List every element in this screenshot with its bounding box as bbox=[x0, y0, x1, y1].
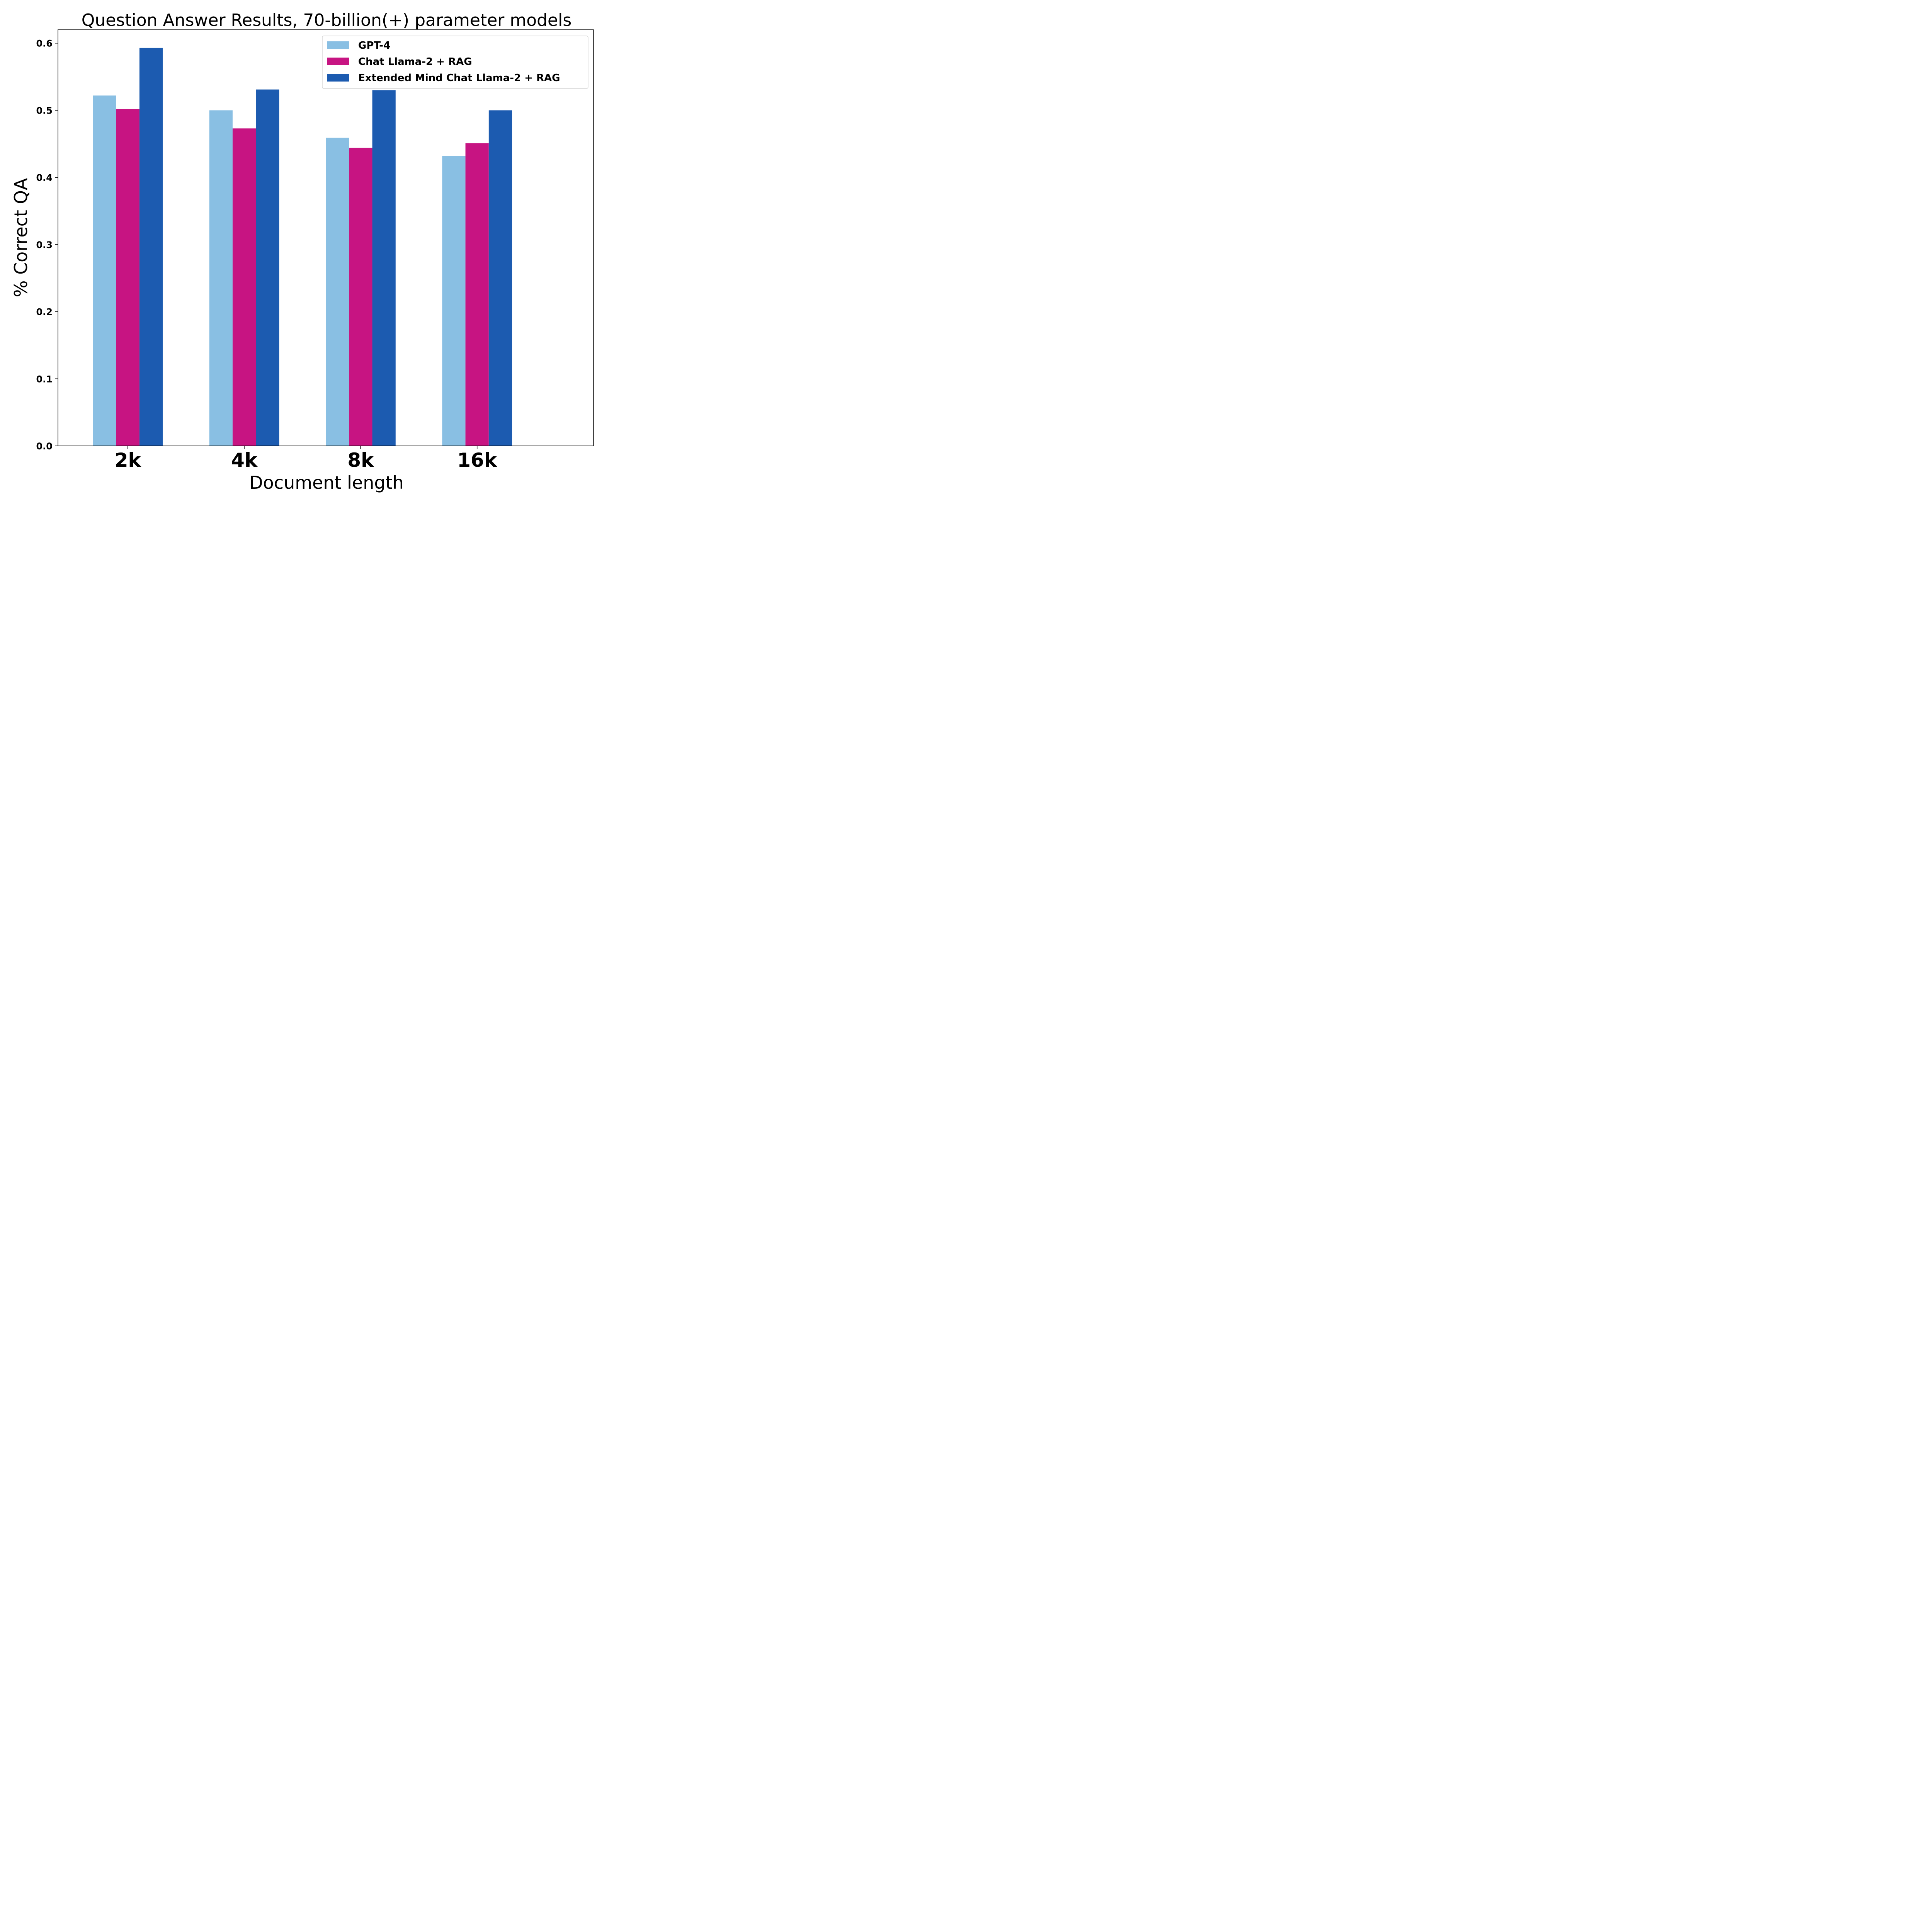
x-tick-label: 4k bbox=[231, 449, 258, 471]
legend-label: GPT-4 bbox=[358, 40, 390, 51]
legend-swatch bbox=[327, 74, 349, 82]
x-axis-label: Document length bbox=[249, 472, 404, 493]
y-tick-label: 0.1 bbox=[36, 374, 53, 384]
bar-chat-llama-2-rag-16k bbox=[465, 143, 489, 446]
bar-extended-mind-chat-llama-2-rag-4k bbox=[256, 89, 279, 446]
legend-label: Chat Llama-2 + RAG bbox=[358, 56, 472, 68]
bar-chart: Question Answer Results, 70-billion(+) p… bbox=[10, 10, 594, 493]
bar-chat-llama-2-rag-8k bbox=[349, 148, 372, 446]
y-tick-label: 0.3 bbox=[36, 240, 53, 250]
y-tick-label: 0.5 bbox=[36, 105, 53, 116]
legend: GPT-4 Chat Llama-2 + RAG Extended Mind Cha… bbox=[322, 36, 588, 89]
bar-gpt-4-16k bbox=[442, 156, 466, 446]
bar-gpt-4-2k bbox=[93, 95, 116, 446]
x-tick-label: 16k bbox=[457, 449, 498, 471]
bar-extended-mind-chat-llama-2-rag-16k bbox=[488, 110, 512, 446]
y-tick-label: 0.4 bbox=[36, 172, 53, 183]
legend-swatch bbox=[327, 41, 349, 49]
y-tick-label: 0.6 bbox=[36, 38, 53, 49]
bar-extended-mind-chat-llama-2-rag-8k bbox=[372, 90, 396, 446]
x-tick-label: 2k bbox=[115, 449, 142, 471]
plot-frame bbox=[58, 29, 594, 446]
bar-gpt-4-8k bbox=[326, 138, 349, 446]
bar-chat-llama-2-rag-2k bbox=[116, 109, 139, 446]
chart-title: Question Answer Results, 70-billion(+) p… bbox=[82, 10, 572, 30]
chart-container: Question Answer Results, 70-billion(+) p… bbox=[0, 0, 605, 504]
bar-extended-mind-chat-llama-2-rag-2k bbox=[139, 48, 163, 446]
y-tick-label: 0.2 bbox=[36, 307, 53, 318]
y-axis-label: % Correct QA bbox=[10, 178, 31, 297]
bar-chat-llama-2-rag-4k bbox=[232, 128, 256, 446]
plot-area: 0.0 0.1 0.2 0.3 0.4 0.5 0.6 2k 4k 8k 16k bbox=[36, 29, 594, 471]
y-tick-label: 0.0 bbox=[36, 441, 53, 452]
legend-box bbox=[322, 36, 588, 89]
legend-swatch bbox=[327, 58, 349, 65]
legend-label: Extended Mind Chat Llama-2 + RAG bbox=[358, 72, 560, 84]
bar-gpt-4-4k bbox=[209, 110, 233, 446]
x-tick-label: 8k bbox=[347, 449, 374, 471]
